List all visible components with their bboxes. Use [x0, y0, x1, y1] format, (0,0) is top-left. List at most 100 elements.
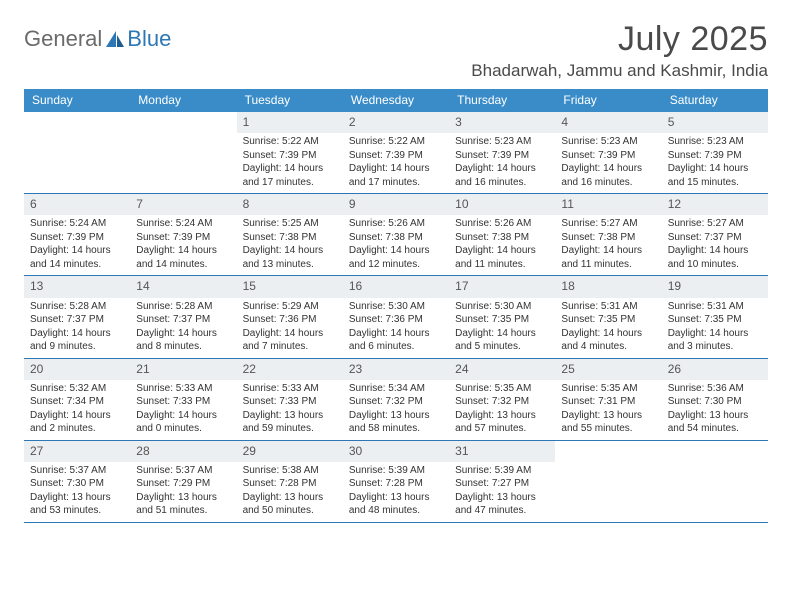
- day-cell: 11Sunrise: 5:27 AMSunset: 7:38 PMDayligh…: [555, 194, 661, 275]
- daylight-line: Daylight: 13 hours and 54 minutes.: [668, 409, 762, 436]
- sunrise-line: Sunrise: 5:29 AM: [243, 300, 337, 314]
- sunset-line: Sunset: 7:27 PM: [455, 477, 549, 491]
- sunset-line: Sunset: 7:34 PM: [30, 395, 124, 409]
- sunrise-line: Sunrise: 5:32 AM: [30, 382, 124, 396]
- sunset-line: Sunset: 7:35 PM: [668, 313, 762, 327]
- sunrise-line: Sunrise: 5:33 AM: [136, 382, 230, 396]
- sunset-line: Sunset: 7:37 PM: [30, 313, 124, 327]
- day-cell: 10Sunrise: 5:26 AMSunset: 7:38 PMDayligh…: [449, 194, 555, 275]
- day-cell: 6Sunrise: 5:24 AMSunset: 7:39 PMDaylight…: [24, 194, 130, 275]
- day-number: 3: [449, 112, 555, 133]
- month-title: July 2025: [471, 20, 768, 59]
- day-cell: 16Sunrise: 5:30 AMSunset: 7:36 PMDayligh…: [343, 276, 449, 357]
- week-row: 13 Sunrise: 5:28 AM Sunset: 7:37 PM Dayligh…: [24, 276, 768, 358]
- daylight-line: Daylight: 14 hours and 6 minutes.: [349, 327, 443, 354]
- sunset-line: Sunset: 7:37 PM: [668, 231, 762, 245]
- day-content: Sunrise: 5:25 AMSunset: 7:38 PMDaylight:…: [237, 215, 343, 275]
- day-cell: 21Sunrise: 5:33 AMSunset: 7:33 PMDayligh…: [130, 359, 236, 440]
- day-header: Saturday: [662, 89, 768, 112]
- sunset-line: Sunset: 7:35 PM: [455, 313, 549, 327]
- sunset-line: Sunset: 7:39 PM: [136, 231, 230, 245]
- sunrise-line: Sunrise: 5:37 AM: [136, 464, 230, 478]
- daylight-line: Daylight: 14 hours and 17 minutes.: [243, 162, 337, 189]
- sunrise-line: Sunrise: 5:35 AM: [455, 382, 549, 396]
- day-cell: 7Sunrise: 5:24 AMSunset: 7:39 PMDaylight…: [130, 194, 236, 275]
- day-content: Sunrise: 5:39 AMSunset: 7:27 PMDaylight:…: [449, 462, 555, 522]
- sunrise-line: Sunrise: 5:23 AM: [455, 135, 549, 149]
- day-number: 7: [130, 194, 236, 215]
- sunrise-line: Sunrise: 5:36 AM: [668, 382, 762, 396]
- day-content: Sunrise: 5:37 AMSunset: 7:29 PMDaylight:…: [130, 462, 236, 522]
- sunrise-line: Sunrise: 5:37 AM: [30, 464, 124, 478]
- day-content: Sunrise: 5:35 AMSunset: 7:31 PMDaylight:…: [555, 380, 661, 440]
- sunrise-line: Sunrise: 5:30 AM: [455, 300, 549, 314]
- day-cell: 14Sunrise: 5:28 AMSunset: 7:37 PMDayligh…: [130, 276, 236, 357]
- sunset-line: Sunset: 7:35 PM: [561, 313, 655, 327]
- sunset-line: Sunset: 7:39 PM: [455, 149, 549, 163]
- day-cell: 1Sunrise: 5:22 AMSunset: 7:39 PMDaylight…: [237, 112, 343, 193]
- day-number: 23: [343, 359, 449, 380]
- day-content: Sunrise: 5:26 AMSunset: 7:38 PMDaylight:…: [449, 215, 555, 275]
- day-number: 10: [449, 194, 555, 215]
- daylight-line: Daylight: 14 hours and 2 minutes.: [30, 409, 124, 436]
- calendar-page: General Blue July 2025 Bhadarwah, Jammu …: [0, 0, 792, 543]
- day-number: 27: [24, 441, 130, 462]
- day-number: 9: [343, 194, 449, 215]
- sunset-line: Sunset: 7:39 PM: [30, 231, 124, 245]
- daylight-line: Daylight: 14 hours and 7 minutes.: [243, 327, 337, 354]
- weeks-container: 1Sunrise: 5:22 AMSunset: 7:39 PMDaylight…: [24, 112, 768, 523]
- day-number: 25: [555, 359, 661, 380]
- day-cell: 15Sunrise: 5:29 AMSunset: 7:36 PMDayligh…: [237, 276, 343, 357]
- day-cell: [555, 441, 661, 522]
- sunset-line: Sunset: 7:39 PM: [243, 149, 337, 163]
- daylight-line: Daylight: 14 hours and 11 minutes.: [561, 244, 655, 271]
- day-cell: 4Sunrise: 5:23 AMSunset: 7:39 PMDaylight…: [555, 112, 661, 193]
- sunrise-line: Sunrise: 5:27 AM: [668, 217, 762, 231]
- day-number: 4: [555, 112, 661, 133]
- day-cell: 24Sunrise: 5:35 AMSunset: 7:32 PMDayligh…: [449, 359, 555, 440]
- day-cell: 28Sunrise: 5:37 AMSunset: 7:29 PMDayligh…: [130, 441, 236, 522]
- day-cell: [24, 112, 130, 193]
- daylight-line: Daylight: 14 hours and 3 minutes.: [668, 327, 762, 354]
- day-content: Sunrise: 5:22 AMSunset: 7:39 PMDaylight:…: [343, 133, 449, 193]
- day-cell: 12Sunrise: 5:27 AMSunset: 7:37 PMDayligh…: [662, 194, 768, 275]
- day-cell: 30Sunrise: 5:39 AMSunset: 7:28 PMDayligh…: [343, 441, 449, 522]
- daylight-line: Daylight: 14 hours and 12 minutes.: [349, 244, 443, 271]
- daylight-line: Daylight: 14 hours and 4 minutes.: [561, 327, 655, 354]
- day-content: Sunrise: 5:33 AMSunset: 7:33 PMDaylight:…: [237, 380, 343, 440]
- sunset-line: Sunset: 7:32 PM: [349, 395, 443, 409]
- day-cell: 3Sunrise: 5:23 AMSunset: 7:39 PMDaylight…: [449, 112, 555, 193]
- day-number: 28: [130, 441, 236, 462]
- sunrise-line: Sunrise: 5:24 AM: [30, 217, 124, 231]
- sunrise-line: Sunrise: 5:22 AM: [243, 135, 337, 149]
- day-number: 18: [555, 276, 661, 297]
- sunrise-line: Sunrise: 5:28 AM: [136, 300, 230, 314]
- location: Bhadarwah, Jammu and Kashmir, India: [471, 61, 768, 81]
- brand-part2: Blue: [127, 26, 171, 52]
- day-content: Sunrise: 5:30 AMSunset: 7:35 PMDaylight:…: [449, 298, 555, 358]
- daylight-line: Daylight: 14 hours and 15 minutes.: [668, 162, 762, 189]
- day-cell: 25Sunrise: 5:35 AMSunset: 7:31 PMDayligh…: [555, 359, 661, 440]
- week-row: 20Sunrise: 5:32 AMSunset: 7:34 PMDayligh…: [24, 359, 768, 441]
- day-content: Sunrise: 5:24 AMSunset: 7:39 PMDaylight:…: [24, 215, 130, 275]
- day-cell: 13Sunrise: 5:28 AMSunset: 7:37 PMDayligh…: [24, 276, 130, 357]
- sunrise-line: Sunrise: 5:25 AM: [243, 217, 337, 231]
- day-content: Sunrise: 5:34 AMSunset: 7:32 PMDaylight:…: [343, 380, 449, 440]
- daylight-line: Daylight: 13 hours and 57 minutes.: [455, 409, 549, 436]
- day-headers-row: SundayMondayTuesdayWednesdayThursdayFrid…: [24, 89, 768, 112]
- day-content: Sunrise: 5:31 AMSunset: 7:35 PMDaylight:…: [662, 298, 768, 358]
- sunrise-line: Sunrise: 5:35 AM: [561, 382, 655, 396]
- day-number: 2: [343, 112, 449, 133]
- sunrise-line: Sunrise: 5:34 AM: [349, 382, 443, 396]
- day-number: 13: [24, 276, 130, 297]
- day-content: Sunrise: 5:24 AMSunset: 7:39 PMDaylight:…: [130, 215, 236, 275]
- sunset-line: Sunset: 7:39 PM: [668, 149, 762, 163]
- day-header: Tuesday: [237, 89, 343, 112]
- sunrise-line: Sunrise: 5:22 AM: [349, 135, 443, 149]
- daylight-line: Daylight: 13 hours and 59 minutes.: [243, 409, 337, 436]
- day-content: Sunrise: 5:35 AMSunset: 7:32 PMDaylight:…: [449, 380, 555, 440]
- day-number: 22: [237, 359, 343, 380]
- sunrise-line: Sunrise: 5:38 AM: [243, 464, 337, 478]
- day-content: Sunrise: 5:31 AMSunset: 7:35 PMDaylight:…: [555, 298, 661, 358]
- day-content: Sunrise: 5:23 AMSunset: 7:39 PMDaylight:…: [555, 133, 661, 193]
